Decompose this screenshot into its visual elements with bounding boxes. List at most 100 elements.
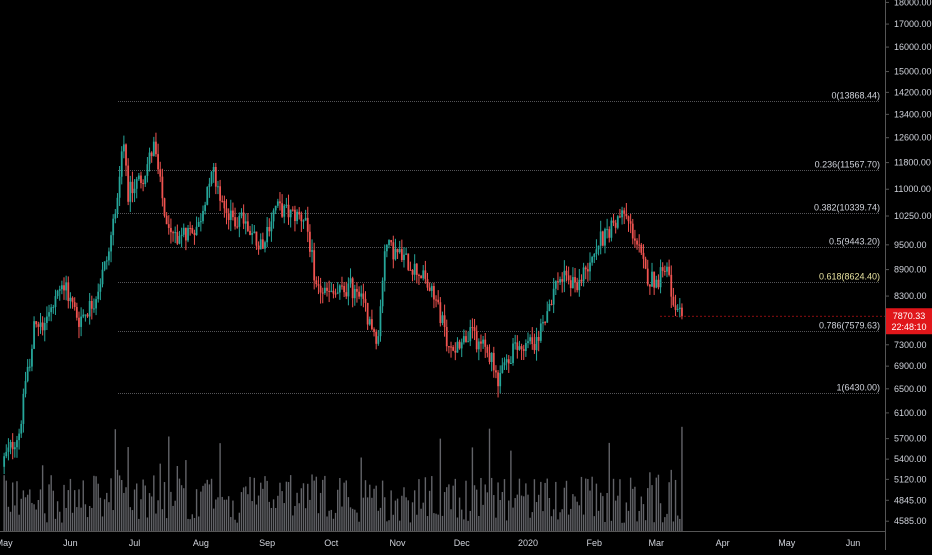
volume-bar	[283, 503, 285, 531]
candle-body	[157, 154, 159, 170]
candle-body	[388, 240, 390, 246]
time-axis[interactable]: May Jun Jul Aug Sep Oct Nov Dec 2020 Feb Mar Apr May…	[0, 531, 885, 549]
volume-bar	[351, 508, 354, 531]
candle-body	[191, 228, 194, 233]
candle-body	[270, 221, 273, 232]
candle-body	[43, 322, 46, 331]
candle-body	[373, 329, 375, 332]
volume-bar	[418, 479, 420, 531]
volume-bar	[63, 484, 65, 531]
volume-bar	[22, 490, 25, 531]
fib-level-label: 0(13868.44)	[831, 91, 880, 101]
volume-bar	[516, 494, 519, 531]
candle-body	[135, 179, 138, 189]
candle-body	[259, 239, 262, 250]
volume-bar	[236, 522, 238, 531]
candle-body	[86, 314, 89, 317]
candle-body	[428, 287, 431, 291]
candle-body	[407, 253, 410, 270]
volume-bar	[260, 482, 262, 531]
volume-bar	[527, 494, 529, 531]
volume-bar	[251, 501, 253, 531]
candle-body	[589, 262, 591, 272]
candle-body	[655, 279, 658, 288]
volume-bar	[9, 511, 12, 531]
candle-body	[69, 297, 72, 302]
candle-body	[390, 240, 393, 243]
candle-body	[591, 256, 594, 263]
volume-bar	[431, 476, 433, 531]
candle-body	[54, 296, 57, 308]
price-axis-tick-label: 6900.00	[894, 361, 927, 371]
fib-level-label: 0.786(7579.63)	[819, 321, 880, 331]
candle-body	[676, 309, 679, 311]
price-axis-tick-label: 11000.00	[894, 184, 931, 194]
candle-body	[467, 341, 470, 343]
volume-bar	[97, 483, 99, 531]
volume-bar	[71, 512, 74, 531]
volume-bar	[668, 482, 670, 531]
candle-body	[159, 169, 162, 177]
volume-bar	[65, 507, 67, 531]
candle-body	[437, 299, 440, 303]
volume-bar	[610, 520, 613, 531]
candle-body	[225, 208, 228, 214]
volume-bar	[471, 447, 474, 531]
candle-body	[379, 306, 382, 337]
volume-bar	[443, 492, 446, 531]
candle-body	[317, 284, 320, 286]
candle-body	[152, 141, 155, 157]
candle-body	[413, 263, 416, 275]
candle-body	[35, 321, 38, 325]
candle-body	[360, 293, 363, 297]
volume-bar	[488, 428, 491, 531]
volume-bar	[563, 487, 566, 531]
volume-bar	[497, 482, 499, 531]
candle-body	[291, 209, 294, 211]
volume-bar	[416, 514, 418, 531]
candle-body	[646, 268, 649, 285]
volume-bar	[629, 477, 632, 531]
volume-bar	[88, 505, 91, 531]
volume-bar	[35, 509, 37, 531]
volume-bar	[578, 505, 581, 531]
volume-bar	[14, 505, 16, 531]
candle-body	[473, 327, 476, 332]
candle-body	[33, 321, 35, 349]
volume-bar	[185, 460, 187, 531]
volume-bar	[41, 465, 44, 531]
volume-bar	[180, 485, 183, 531]
candle-body	[644, 258, 647, 269]
fibonacci-retracement[interactable]: 0(13868.44) 0.236(11567.70) 0.382(10339.74…	[118, 91, 880, 394]
candle-body	[458, 341, 461, 349]
volume-bar	[634, 486, 636, 531]
candle-body	[659, 267, 662, 288]
candle-body	[486, 346, 489, 353]
volume-bar	[555, 481, 557, 531]
volume-bar	[317, 513, 320, 531]
volume-bar	[159, 463, 161, 531]
candle-body	[13, 447, 16, 450]
candle-body	[433, 286, 435, 300]
volume-bar	[644, 520, 647, 531]
candle-body	[452, 346, 455, 351]
volume-bar	[108, 502, 110, 531]
volume-bar	[621, 522, 623, 531]
volume-bar	[674, 479, 677, 531]
volume-bar	[114, 429, 117, 531]
candle-body	[580, 279, 583, 282]
candle-body	[202, 210, 204, 222]
candle-body	[567, 275, 570, 281]
candle-body	[16, 440, 18, 448]
time-axis-tick-label: Oct	[324, 538, 339, 548]
volume-bar	[18, 514, 20, 531]
volume-bar	[377, 510, 380, 531]
volume-bar	[606, 492, 608, 531]
candle-body	[281, 203, 284, 217]
candle-body	[84, 314, 87, 316]
volume-bar	[505, 520, 508, 531]
candle-body	[287, 204, 290, 218]
